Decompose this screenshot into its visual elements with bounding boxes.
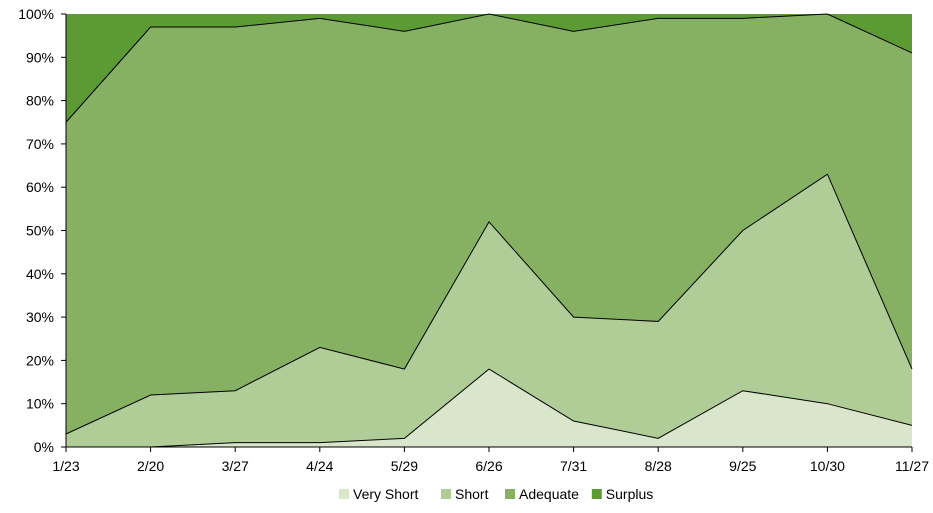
y-tick-label: 10% (26, 396, 54, 412)
x-tick-label: 5/29 (391, 458, 418, 474)
y-axis-ticks: 0% 10% 20% 30% 40% 50% 60% 70% 80% 90% 100% (18, 6, 66, 455)
series-boundary-lines (65, 13, 913, 448)
y-tick-label: 0% (34, 439, 54, 455)
y-tick-label: 50% (26, 223, 54, 239)
y-tick-label: 80% (26, 93, 54, 109)
x-tick-label: 6/26 (475, 458, 502, 474)
x-tick-label: 3/27 (222, 458, 249, 474)
x-tick-label: 8/28 (645, 458, 672, 474)
x-tick-label: 7/31 (560, 458, 587, 474)
x-tick-label: 4/24 (306, 458, 333, 474)
legend-label-adequate: Adequate (519, 486, 579, 502)
legend-swatch-adequate (505, 489, 515, 499)
x-tick-label: 9/25 (729, 458, 756, 474)
legend-swatch-very-short (339, 489, 349, 499)
area-adequate (66, 14, 912, 435)
y-tick-label: 100% (18, 6, 54, 22)
y-tick-label: 40% (26, 266, 54, 282)
y-tick-label: 30% (26, 309, 54, 325)
line-top-of-short (65, 173, 913, 435)
area-layers (66, 14, 912, 447)
legend: Very Short Short Adequate Surplus (339, 486, 653, 502)
x-tick-label: 2/20 (137, 458, 164, 474)
legend-swatch-surplus (591, 489, 602, 499)
x-tick-label: 10/30 (810, 458, 845, 474)
x-axis-ticks: 1/23 2/20 3/27 4/24 5/29 6/26 7/31 8/28 9/25 10/3… (52, 447, 929, 474)
line-top-of-adequate (65, 13, 913, 123)
y-tick-label: 60% (26, 179, 54, 195)
y-tick-label: 70% (26, 136, 54, 152)
y-tick-label: 20% (26, 352, 54, 368)
legend-label-surplus: Surplus (606, 486, 653, 502)
area-very-short (66, 369, 912, 447)
x-tick-label: 1/23 (52, 458, 79, 474)
legend-label-very-short: Very Short (353, 486, 418, 502)
line-top-of-very-short (66, 368, 913, 448)
x-tick-label: 11/27 (895, 458, 929, 474)
legend-swatch-short (441, 489, 451, 499)
area-short (66, 174, 912, 447)
area-surplus (66, 14, 912, 123)
y-tick-label: 90% (26, 49, 54, 65)
legend-label-short: Short (455, 486, 489, 502)
